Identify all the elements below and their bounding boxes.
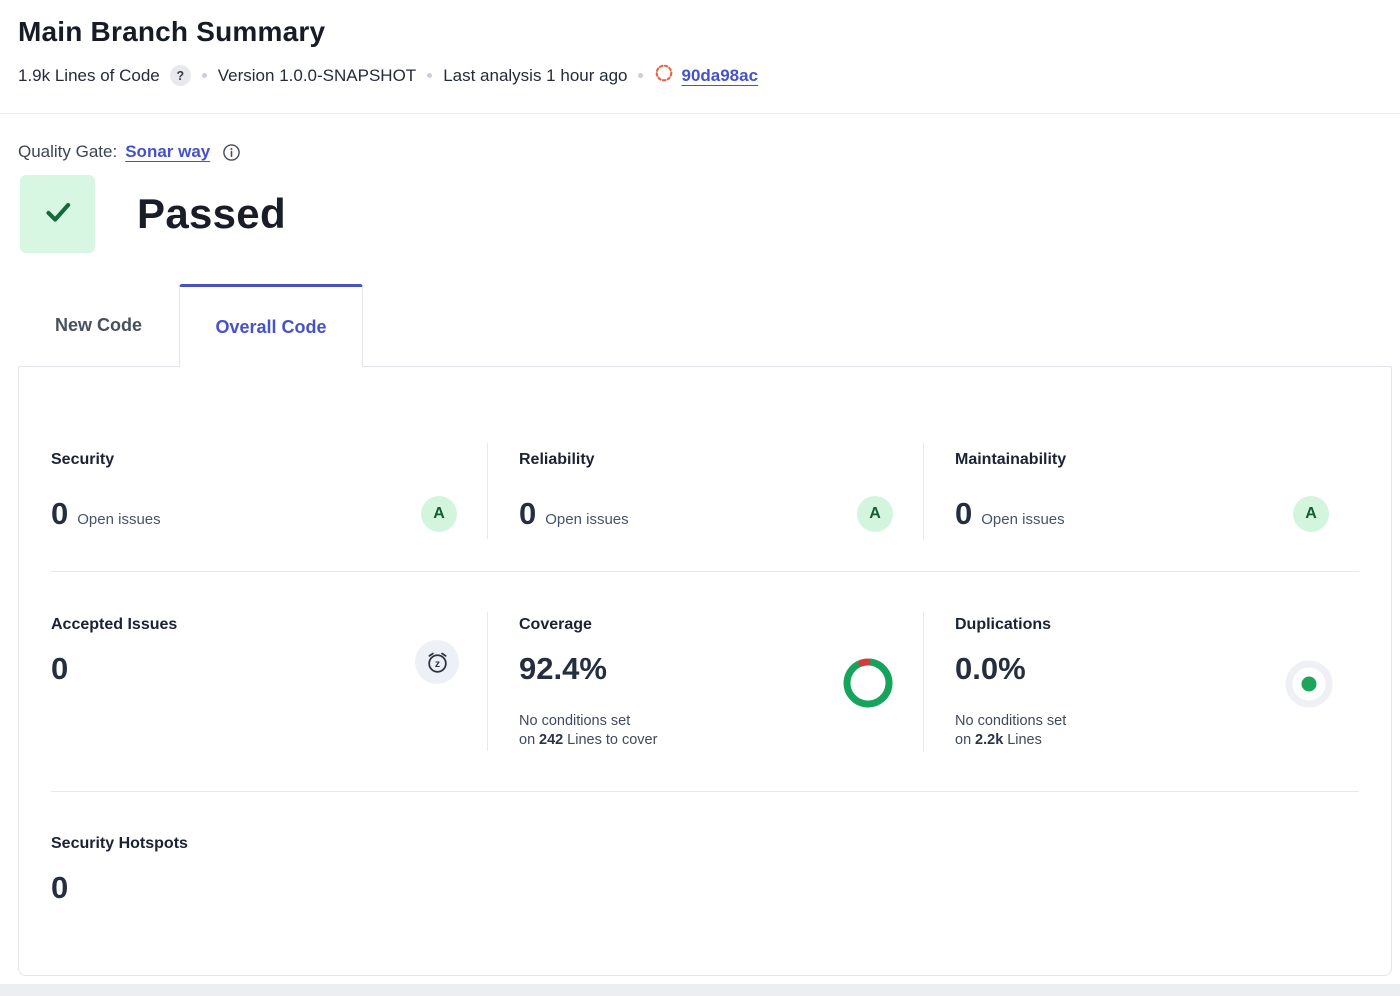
lines-of-code: 1.9k Lines of Code [18, 65, 160, 85]
duplications-title: Duplications [955, 616, 1052, 633]
quality-gate-label: Quality Gate: [18, 142, 118, 161]
coverage-title: Coverage [519, 616, 592, 633]
check-icon [39, 193, 77, 236]
security-hotspots-title: Security Hotspots [51, 835, 188, 852]
quality-gate-link[interactable]: Sonar way [125, 142, 211, 161]
duplications-note-line2: on 2.2k Lines [955, 732, 1042, 748]
commit-hash-link[interactable]: 90da98ac [681, 65, 759, 85]
security-title: Security [51, 451, 115, 468]
coverage-note-line1: No conditions set [519, 713, 631, 729]
security-label: Open issues [77, 511, 161, 528]
dot-separator [427, 73, 433, 78]
coverage-note-line2: on 242 Lines to cover [519, 732, 658, 748]
project-meta-row: 1.9k Lines of Code ? Version 1.0.0-SNAPS… [18, 63, 1376, 88]
quality-gate-row: Quality Gate: Sonar way [18, 142, 1400, 162]
duplications-value[interactable]: 0.0% [955, 651, 1026, 686]
coverage-note: No conditions set on 242 Lines to cover [519, 712, 893, 750]
ratings-row: Security 0 Open issues A Reliability 0 O… [51, 367, 1359, 571]
status-badge [20, 175, 95, 253]
overall-code-panel: Security 0 Open issues A Reliability 0 O… [18, 366, 1392, 976]
duplications-ring-icon [1285, 660, 1333, 713]
coverage-donut-red [843, 658, 893, 708]
coverage-donut-chart [843, 658, 893, 713]
maintainability-card: Maintainability 0 Open issues A [923, 367, 1359, 571]
row-divider [51, 571, 1359, 572]
duplications-note: No conditions set on 2.2k Lines [955, 712, 1329, 750]
dot-separator [201, 73, 207, 78]
coverage-donut-green [843, 658, 893, 708]
reliability-value[interactable]: 0 [519, 496, 537, 531]
page-title: Main Branch Summary [18, 16, 326, 47]
accepted-issues-value[interactable]: 0 [51, 651, 69, 686]
maintainability-value[interactable]: 0 [955, 496, 973, 531]
svg-text:z: z [434, 659, 439, 670]
reliability-rating-badge: A [857, 496, 893, 532]
security-rating-badge: A [421, 496, 457, 532]
security-card: Security 0 Open issues A [51, 367, 487, 571]
reliability-label: Open issues [545, 511, 629, 528]
info-icon[interactable] [222, 143, 241, 162]
duplications-note-line1: No conditions set [955, 713, 1067, 729]
accepted-issues-card: Accepted Issues 0 z [51, 572, 487, 791]
reliability-title: Reliability [519, 451, 595, 468]
maintainability-label: Open issues [981, 511, 1065, 528]
version-label: Version 1.0.0-SNAPSHOT [217, 65, 417, 85]
maintainability-rating-badge: A [1293, 496, 1329, 532]
security-hotspots-card: Security Hotspots 0 [51, 792, 1359, 948]
security-hotspots-value[interactable]: 0 [51, 870, 69, 905]
row-divider [51, 791, 1359, 792]
coverage-card: Coverage 92.4% No conditions set on 242 Li… [487, 572, 923, 791]
accepted-issues-title: Accepted Issues [51, 616, 178, 633]
security-value[interactable]: 0 [51, 496, 69, 531]
tab-new-code[interactable]: New Code [54, 314, 142, 335]
duplications-card: Duplications 0.0% No conditions set on 2.… [923, 572, 1359, 791]
help-icon[interactable]: ? [169, 65, 191, 86]
quality-gate-status: Passed [20, 175, 1400, 253]
maintainability-title: Maintainability [955, 451, 1067, 468]
page-header: Main Branch Summary 1.9k Lines of Code ?… [0, 0, 1400, 114]
dot-separator [638, 73, 644, 78]
snooze-icon: z [415, 640, 459, 684]
measures-row: Accepted Issues 0 z Coverage 92.4% [51, 572, 1359, 791]
commit-link-group: 90da98ac [654, 63, 758, 88]
quality-gate-status-text: Passed [137, 190, 286, 237]
commit-status-icon [654, 63, 674, 88]
code-tabs: New Code Overall Code [18, 284, 1400, 367]
last-analysis-label: Last analysis 1 hour ago [443, 65, 628, 85]
reliability-card: Reliability 0 Open issues A [487, 367, 923, 571]
tab-overall-code[interactable]: Overall Code [179, 284, 363, 367]
coverage-value[interactable]: 92.4% [519, 651, 607, 686]
